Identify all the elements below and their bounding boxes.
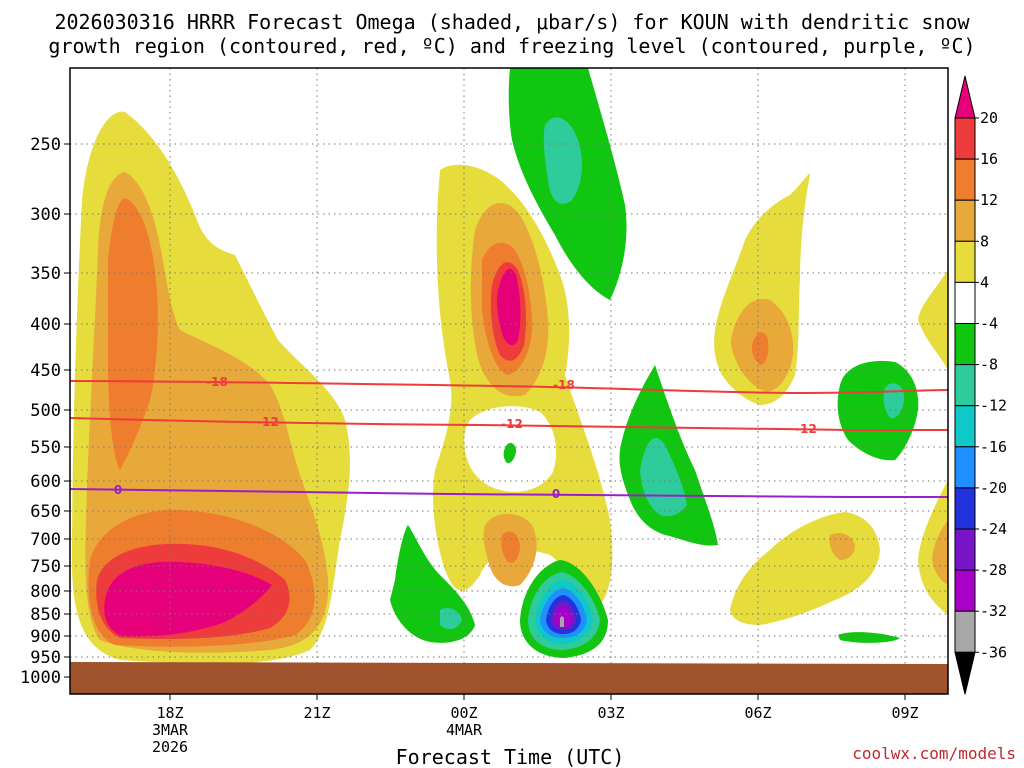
y-tick-label: 600 bbox=[30, 472, 61, 492]
omega-band-20-left-low bbox=[104, 561, 272, 637]
dgz-top-label-1: -18 bbox=[206, 375, 228, 389]
omega-band-12-left bbox=[108, 198, 158, 470]
omega-band-minus32-core bbox=[560, 616, 564, 627]
dgz-top-label-2: -18 bbox=[553, 378, 575, 392]
colorbar-swatch bbox=[954, 364, 976, 407]
dgz-bottom-label-2: -12 bbox=[501, 417, 523, 431]
y-tick-label: 800 bbox=[30, 582, 61, 602]
omega-band-4-right-edge-upper bbox=[918, 270, 948, 370]
plot-frame bbox=[69, 67, 949, 695]
omega-colorbar: 20 16 12 8 4 -4 -8 -12 -16 -20 -24 -28 -32 -36 bbox=[954, 75, 1007, 695]
x-tick-label: 06Z bbox=[744, 704, 771, 722]
omega-band-minus4-dot bbox=[503, 442, 516, 464]
colorbar-tick-label: -8 bbox=[980, 356, 998, 374]
y-tick-label: 300 bbox=[30, 205, 61, 225]
freezing-level-label-2: 0 bbox=[552, 487, 560, 501]
colorbar-tick-label: 16 bbox=[980, 150, 998, 168]
colorbar-tick-label: 8 bbox=[980, 232, 989, 250]
ground-terrain bbox=[70, 662, 948, 694]
y-tick-label: 400 bbox=[30, 315, 61, 335]
colorbar-tick-label: -36 bbox=[980, 643, 1007, 661]
colorbar-swatch bbox=[954, 569, 976, 612]
y-tick-label: 950 bbox=[30, 648, 61, 668]
chart-title-line-2: growth region (contoured, red, ºC) and f… bbox=[48, 34, 975, 58]
colorbar-tick-label: 20 bbox=[980, 109, 998, 127]
y-tick-label: 450 bbox=[30, 361, 61, 381]
y-tick-label: 500 bbox=[30, 401, 61, 421]
colorbar-tick-label: -16 bbox=[980, 438, 1007, 456]
y-tick-label: 650 bbox=[30, 502, 61, 522]
freezing-level-label-1: 0 bbox=[114, 483, 122, 497]
colorbar-tick-label: -20 bbox=[980, 479, 1007, 497]
colorbar-tick-label: -12 bbox=[980, 397, 1007, 415]
colorbar-swatch bbox=[954, 528, 976, 571]
omega-band-minus8-top bbox=[543, 117, 583, 204]
dgz-bottom-contour-line bbox=[70, 417, 948, 432]
x-tick-label: 09Z bbox=[891, 704, 918, 722]
freezing-level-contour-line bbox=[70, 488, 948, 499]
x-tick-label: 3MAR bbox=[152, 721, 189, 739]
colorbar-swatch bbox=[954, 240, 976, 283]
dgz-top-contour-line bbox=[70, 380, 948, 395]
colorbar-tick-label: 4 bbox=[980, 273, 989, 291]
x-tick-label: 18Z bbox=[156, 704, 183, 722]
y-tick-label: 750 bbox=[30, 557, 61, 577]
colorbar-swatch bbox=[954, 405, 976, 448]
x-tick-label: 03Z bbox=[597, 704, 624, 722]
x-tick-label: 21Z bbox=[303, 704, 330, 722]
contour-labels: -18 -18 -12 -12 -12 0 0 bbox=[114, 375, 817, 501]
y-tick-label: 850 bbox=[30, 605, 61, 625]
colorbar-swatch bbox=[954, 487, 976, 530]
colorbar-top-arrow bbox=[954, 75, 976, 119]
credit-text: coolwx.com/models bbox=[852, 744, 1016, 763]
chart-title-line-1: 2026030316 HRRR Forecast Omega (shaded, … bbox=[54, 10, 970, 34]
omega-band-20-center bbox=[497, 268, 521, 346]
colorbar-swatch bbox=[954, 281, 976, 324]
omega-band-8-right-edge-lower bbox=[932, 520, 948, 585]
x-tick-label: 2026 bbox=[152, 738, 188, 756]
pressure-gridlines bbox=[70, 143, 948, 678]
x-tick-label: 4MAR bbox=[446, 721, 483, 739]
plot-area: -18 -18 -12 -12 -12 0 0 bbox=[70, 68, 948, 694]
dgz-bottom-label-3: -12 bbox=[795, 422, 817, 436]
colorbar-tick-label: -24 bbox=[980, 520, 1007, 538]
y-tick-label: 550 bbox=[30, 438, 61, 458]
dgz-bottom-label-1: -12 bbox=[257, 415, 279, 429]
x-tick-label: 00Z bbox=[450, 704, 477, 722]
colorbar-bottom-arrow bbox=[954, 651, 976, 695]
omega-band-12-right bbox=[751, 332, 769, 365]
colorbar-swatch bbox=[954, 446, 976, 489]
colorbar-swatch bbox=[954, 323, 976, 366]
y-tick-label: 350 bbox=[30, 264, 61, 284]
y-tick-label: 900 bbox=[30, 627, 61, 647]
x-axis-label: Forecast Time (UTC) bbox=[396, 745, 625, 768]
colorbar-tick-label: 12 bbox=[980, 191, 998, 209]
colorbar-swatch bbox=[954, 199, 976, 242]
y-tick-label: 1000 bbox=[20, 668, 61, 688]
colorbar-swatch bbox=[954, 117, 976, 160]
omega-band-4-right-edge-lower bbox=[918, 480, 948, 615]
colorbar-tick-label: -32 bbox=[980, 602, 1007, 620]
colorbar-tick-label: -28 bbox=[980, 561, 1007, 579]
y-axis: 2503003504004505005506006507007508008509… bbox=[20, 135, 70, 688]
omega-band-8-low-right bbox=[829, 533, 855, 560]
omega-band-minus28-core bbox=[555, 607, 572, 627]
colorbar-swatch bbox=[954, 158, 976, 201]
y-tick-label: 700 bbox=[30, 530, 61, 550]
y-tick-label: 250 bbox=[30, 135, 61, 155]
omega-band-minus4-sliver bbox=[838, 632, 900, 643]
colorbar-swatch bbox=[954, 610, 976, 653]
colorbar-tick-label: -4 bbox=[980, 315, 998, 333]
omega-band-minus8-low-left bbox=[440, 608, 462, 630]
